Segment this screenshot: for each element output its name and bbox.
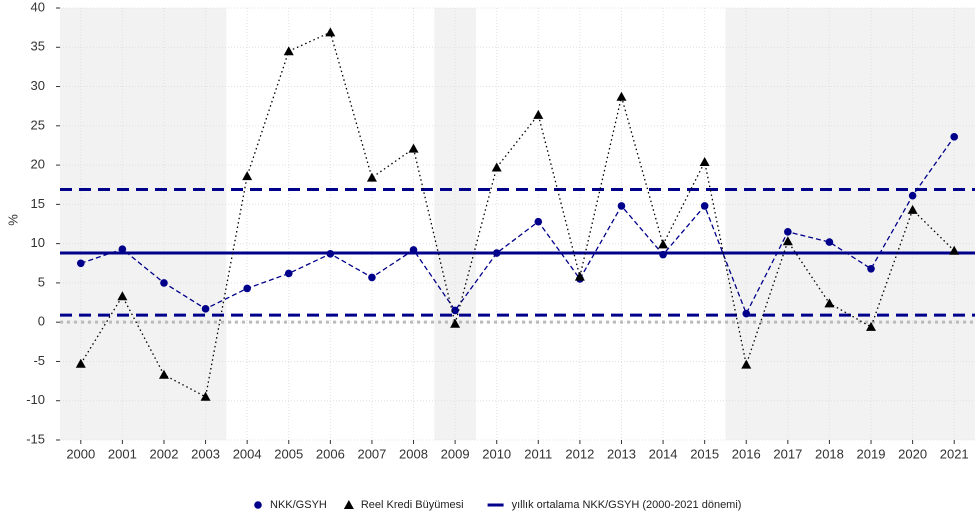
x-tick-label: 2017 <box>773 446 802 461</box>
y-tick-label: 10 <box>31 235 45 250</box>
point <box>201 305 210 313</box>
x-tick-label: 2020 <box>898 446 927 461</box>
x-tick-label: 2016 <box>732 446 761 461</box>
point <box>700 202 709 210</box>
x-tick-label: 2002 <box>150 446 179 461</box>
point <box>368 273 376 282</box>
point <box>742 309 751 318</box>
shaded-band <box>725 8 975 440</box>
x-tick-label: 2013 <box>607 446 636 461</box>
point <box>243 284 251 293</box>
y-tick-label: 30 <box>31 78 45 93</box>
point <box>76 259 85 268</box>
x-tick-label: 2007 <box>357 446 386 461</box>
point <box>254 501 262 509</box>
x-tick-label: 2006 <box>316 446 345 461</box>
y-tick-label: 40 <box>31 0 45 14</box>
point <box>784 228 792 236</box>
x-tick-label: 2018 <box>815 446 844 461</box>
y-tick-label: -5 <box>33 353 45 368</box>
point <box>409 246 418 254</box>
shaded-band <box>60 8 227 440</box>
point <box>158 369 169 379</box>
x-tick-label: 2012 <box>565 446 594 461</box>
point <box>533 109 544 119</box>
point <box>867 264 875 273</box>
point <box>326 250 335 258</box>
x-tick-label: 2011 <box>524 446 552 461</box>
point <box>907 204 918 214</box>
point <box>617 202 626 210</box>
point <box>782 236 793 246</box>
point <box>574 271 585 281</box>
x-tick-label: 2004 <box>233 446 262 461</box>
y-tick-label: 35 <box>31 39 45 54</box>
point <box>75 358 86 368</box>
point <box>366 172 377 182</box>
x-tick-label: 2008 <box>399 446 428 461</box>
y-tick-label: 15 <box>31 196 45 211</box>
point <box>950 133 959 141</box>
point <box>450 318 461 328</box>
x-tick-label: 2005 <box>274 446 303 461</box>
x-tick-label: 2021 <box>940 446 969 461</box>
x-tick-label: 2010 <box>482 446 511 461</box>
y-tick-label: 20 <box>31 157 45 172</box>
y-tick-label: -10 <box>26 392 45 407</box>
point <box>658 239 669 249</box>
point <box>534 217 543 226</box>
x-tick-label: 2015 <box>690 446 719 461</box>
point <box>325 27 336 37</box>
point <box>408 143 419 153</box>
point <box>616 91 627 101</box>
y-tick-label: 5 <box>38 274 45 289</box>
point <box>824 298 835 308</box>
point <box>283 46 294 56</box>
point <box>908 191 917 200</box>
series-line <box>80 136 955 316</box>
x-tick-label: 2019 <box>857 446 886 461</box>
x-tick-label: 2001 <box>108 446 137 461</box>
point <box>451 306 459 315</box>
point <box>492 249 501 257</box>
point <box>160 279 168 287</box>
x-tick-label: 2014 <box>649 446 678 461</box>
point <box>118 245 127 253</box>
point <box>825 238 834 246</box>
x-tick-label: 2003 <box>191 446 220 461</box>
point <box>242 171 253 181</box>
y-axis-label: % <box>5 214 20 226</box>
y-tick-label: -15 <box>26 431 45 446</box>
point <box>117 291 128 301</box>
point <box>284 269 293 278</box>
point <box>866 321 877 331</box>
x-tick-label: 2000 <box>66 446 95 461</box>
point <box>491 162 502 172</box>
point <box>699 156 710 166</box>
point <box>741 359 752 369</box>
point <box>659 250 667 259</box>
y-tick-label: 25 <box>31 117 45 132</box>
point <box>200 391 211 401</box>
point <box>949 245 960 255</box>
legend-label: NKK/GSYH <box>270 499 327 511</box>
x-tick-label: 2009 <box>441 446 470 461</box>
y-tick-label: 0 <box>38 314 45 329</box>
legend-label: Reel Kredi Büyümesi <box>361 499 464 511</box>
legend-label: yıllık ortalama NKK/GSYH (2000-2021 döne… <box>512 499 742 511</box>
point <box>343 500 354 509</box>
